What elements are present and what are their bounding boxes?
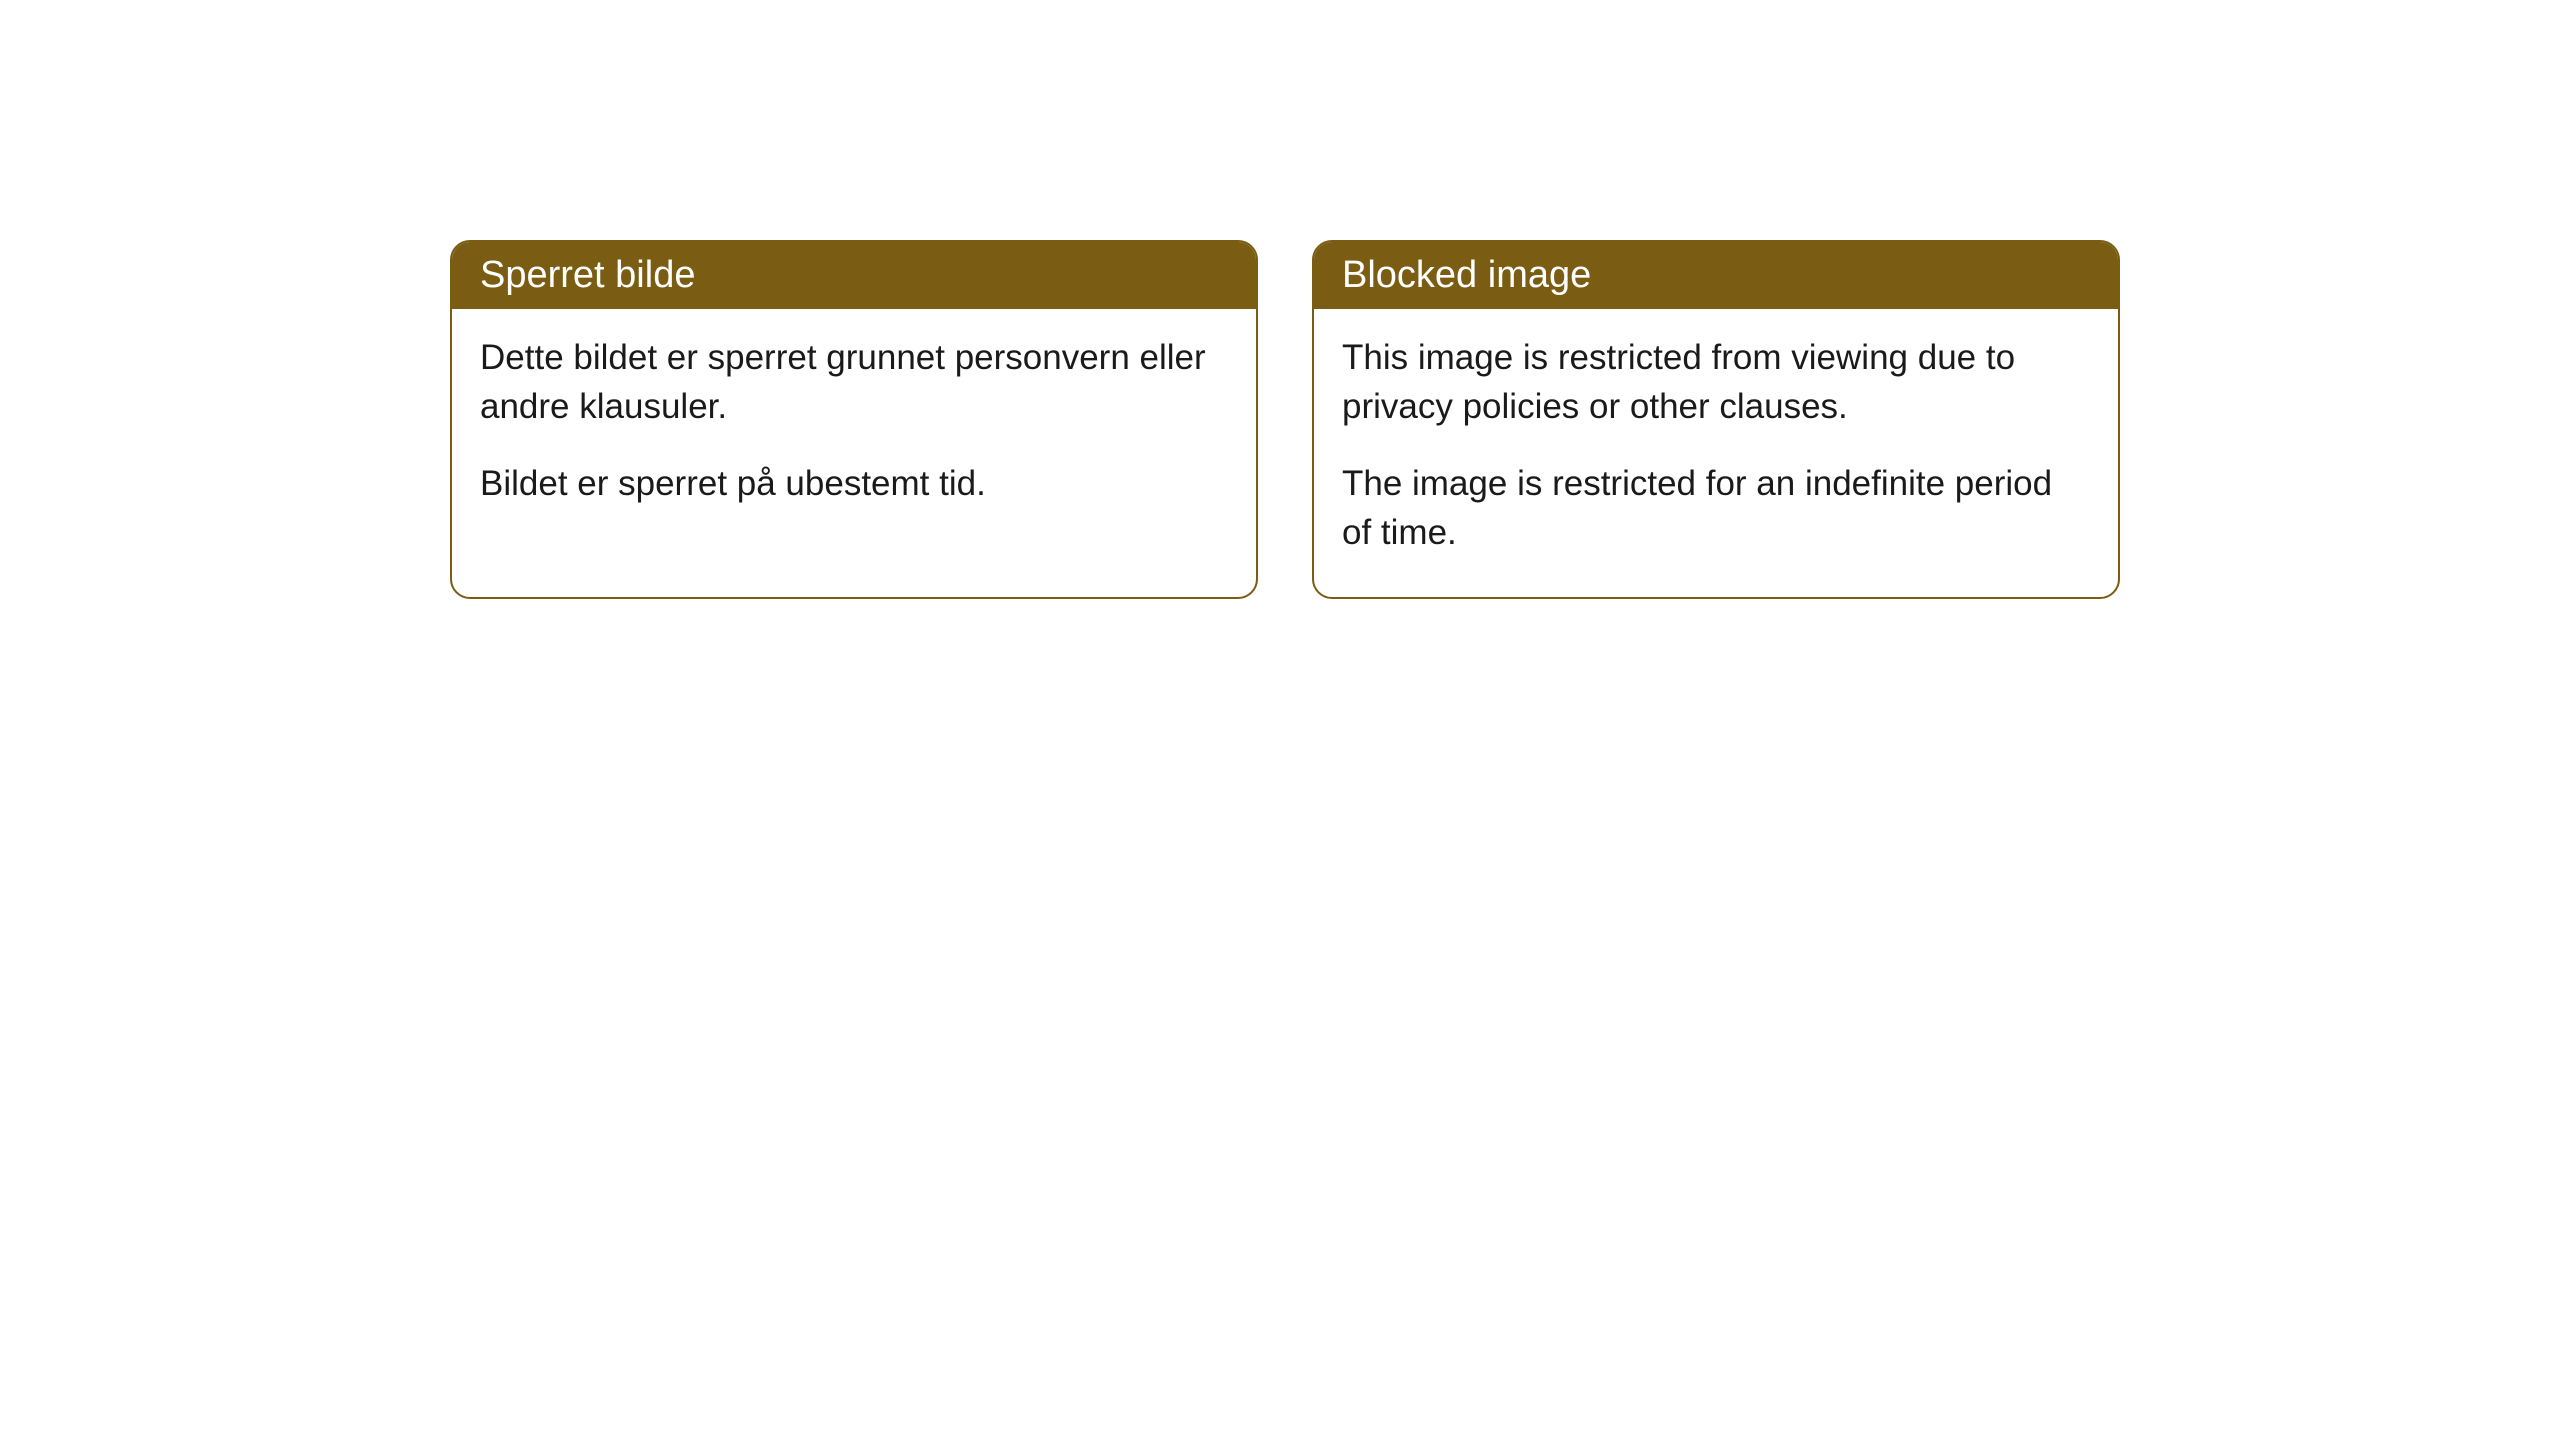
card-title: Sperret bilde — [480, 254, 695, 296]
card-paragraph-2: Bildet er sperret på ubestemt tid. — [480, 459, 1228, 508]
card-body-english: This image is restricted from viewing du… — [1314, 309, 2118, 597]
card-header-norwegian: Sperret bilde — [452, 242, 1256, 309]
card-paragraph-2: The image is restricted for an indefinit… — [1342, 459, 2090, 557]
blocked-image-card-english: Blocked image This image is restricted f… — [1312, 240, 2120, 599]
blocked-image-card-norwegian: Sperret bilde Dette bildet er sperret gr… — [450, 240, 1258, 599]
card-paragraph-1: Dette bildet er sperret grunnet personve… — [480, 333, 1228, 431]
card-header-english: Blocked image — [1314, 242, 2118, 309]
card-paragraph-1: This image is restricted from viewing du… — [1342, 333, 2090, 431]
card-title: Blocked image — [1342, 254, 1591, 296]
cards-container: Sperret bilde Dette bildet er sperret gr… — [0, 0, 2560, 599]
card-body-norwegian: Dette bildet er sperret grunnet personve… — [452, 309, 1256, 548]
